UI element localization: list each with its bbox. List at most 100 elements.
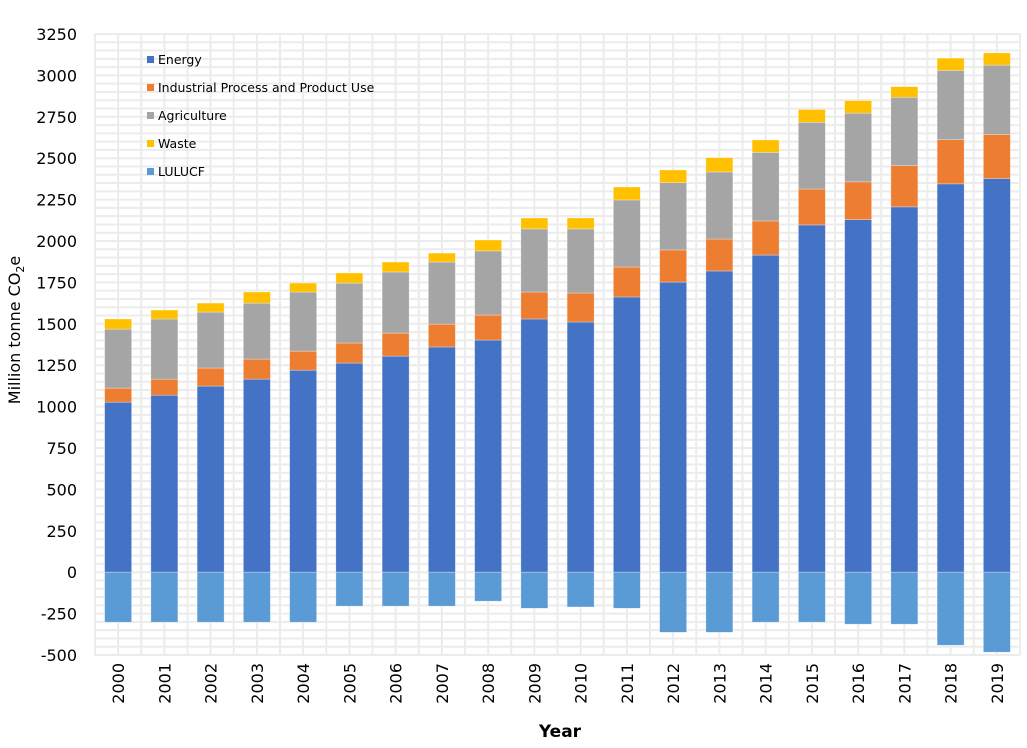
bar-industrial-process-and-product-use-2014 [751,220,780,256]
y-tick-label: 2000 [36,232,77,251]
bars [104,52,1011,653]
y-tick-label: 2500 [36,149,77,168]
bar-agriculture-2019 [983,64,1011,135]
bar-industrial-process-and-product-use-2002 [196,367,225,387]
bar-agriculture-2011 [613,199,641,268]
bar-energy-2019 [983,178,1011,573]
y-tick-label: 2250 [36,191,77,210]
bar-industrial-process-and-product-use-2013 [705,238,734,272]
bar-industrial-process-and-product-use-2019 [983,134,1011,179]
x-tick-label: 2002 [202,663,221,704]
bar-energy-2013 [705,270,734,573]
legend-label: Energy [158,52,202,67]
bar-agriculture-2009 [520,228,549,293]
bar-lulucf-2000 [104,571,132,623]
bar-agriculture-2013 [705,171,734,240]
bar-waste-2018 [936,57,965,71]
y-tick-label: 1500 [36,315,77,334]
bar-lulucf-2003 [243,571,271,623]
bar-lulucf-2013 [705,571,734,633]
bar-energy-2015 [798,224,826,573]
bar-waste-2011 [613,186,641,201]
bar-industrial-process-and-product-use-2016 [844,181,872,220]
bar-industrial-process-and-product-use-2008 [474,314,502,341]
bar-energy-2014 [751,254,780,573]
x-tick-label: 2015 [803,663,822,704]
legend-label: Agriculture [158,108,227,123]
legend-swatch [147,84,154,91]
gridlines [94,33,1021,656]
bar-energy-2000 [104,401,132,573]
x-tick-label: 2016 [849,663,868,704]
bar-agriculture-2015 [798,121,826,190]
bar-energy-2009 [520,318,549,573]
y-tick-label: 2750 [36,108,77,127]
legend-swatch [147,112,154,119]
x-tick-label: 2013 [710,663,729,704]
x-tick-label: 2006 [387,663,406,704]
bar-agriculture-2004 [289,291,317,352]
x-tick-label: 2017 [895,663,914,704]
bar-lulucf-2010 [566,571,595,608]
bar-lulucf-2007 [428,571,456,607]
bar-waste-2013 [705,157,734,173]
bar-agriculture-2007 [428,261,456,325]
legend-swatch [147,168,154,175]
y-tick-label: 0 [67,563,77,582]
y-axis-label-suffix: e [5,256,24,266]
bar-industrial-process-and-product-use-2018 [936,139,965,185]
bar-waste-2009 [520,217,549,230]
bar-energy-2012 [659,281,687,573]
x-tick-label: 2019 [988,663,1007,704]
bar-energy-2006 [381,355,410,573]
bar-agriculture-2003 [243,302,271,360]
y-tick-label: 250 [46,522,77,541]
bar-industrial-process-and-product-use-2009 [520,291,549,320]
bar-industrial-process-and-product-use-2007 [428,323,456,348]
bar-agriculture-2001 [150,318,179,380]
bar-waste-2015 [798,109,826,123]
x-tick-label: 2005 [340,663,359,704]
bar-lulucf-2019 [983,571,1011,653]
x-tick-label: 2007 [433,663,452,704]
bar-energy-2001 [150,394,179,573]
bar-waste-2016 [844,100,872,114]
bar-lulucf-2011 [613,571,641,609]
bar-waste-2001 [150,309,179,320]
y-tick-label: 1250 [36,356,77,375]
bar-industrial-process-and-product-use-2000 [104,387,132,403]
bar-lulucf-2002 [196,571,225,623]
x-axis-label: Year [538,722,582,742]
y-tick-label: 500 [46,480,77,499]
bar-agriculture-2014 [751,152,780,222]
bar-waste-2004 [289,282,317,293]
bar-waste-2005 [335,272,364,284]
x-tick-label: 2010 [572,663,591,704]
bar-waste-2003 [243,291,271,304]
bar-lulucf-2005 [335,571,364,607]
bar-waste-2007 [428,252,456,263]
bar-energy-2018 [936,183,965,573]
bar-lulucf-2004 [289,571,317,623]
bar-lulucf-2006 [381,571,410,607]
bar-lulucf-2014 [751,571,780,623]
bar-waste-2006 [381,261,410,273]
bar-agriculture-2005 [335,282,364,344]
y-tick-label: -500 [41,646,77,665]
bar-lulucf-2018 [936,571,965,646]
bar-waste-2000 [104,318,132,330]
bar-energy-2004 [289,369,317,573]
bar-lulucf-2008 [474,571,502,602]
bar-industrial-process-and-product-use-2011 [613,266,641,298]
bar-lulucf-2016 [844,571,872,625]
bar-lulucf-2012 [659,571,687,633]
x-tick-label: 2001 [155,663,174,704]
bar-agriculture-2006 [381,271,410,334]
bar-industrial-process-and-product-use-2003 [243,358,271,380]
y-axis-ticks: -500 -250 0 250 500 750 1000 1250 1500 1750 2000 22… [36,25,77,665]
bar-energy-2016 [844,219,872,573]
bar-industrial-process-and-product-use-2010 [566,292,595,323]
legend: Energy Industrial Process and Product Use… [147,52,375,179]
x-tick-label: 2014 [757,663,776,704]
